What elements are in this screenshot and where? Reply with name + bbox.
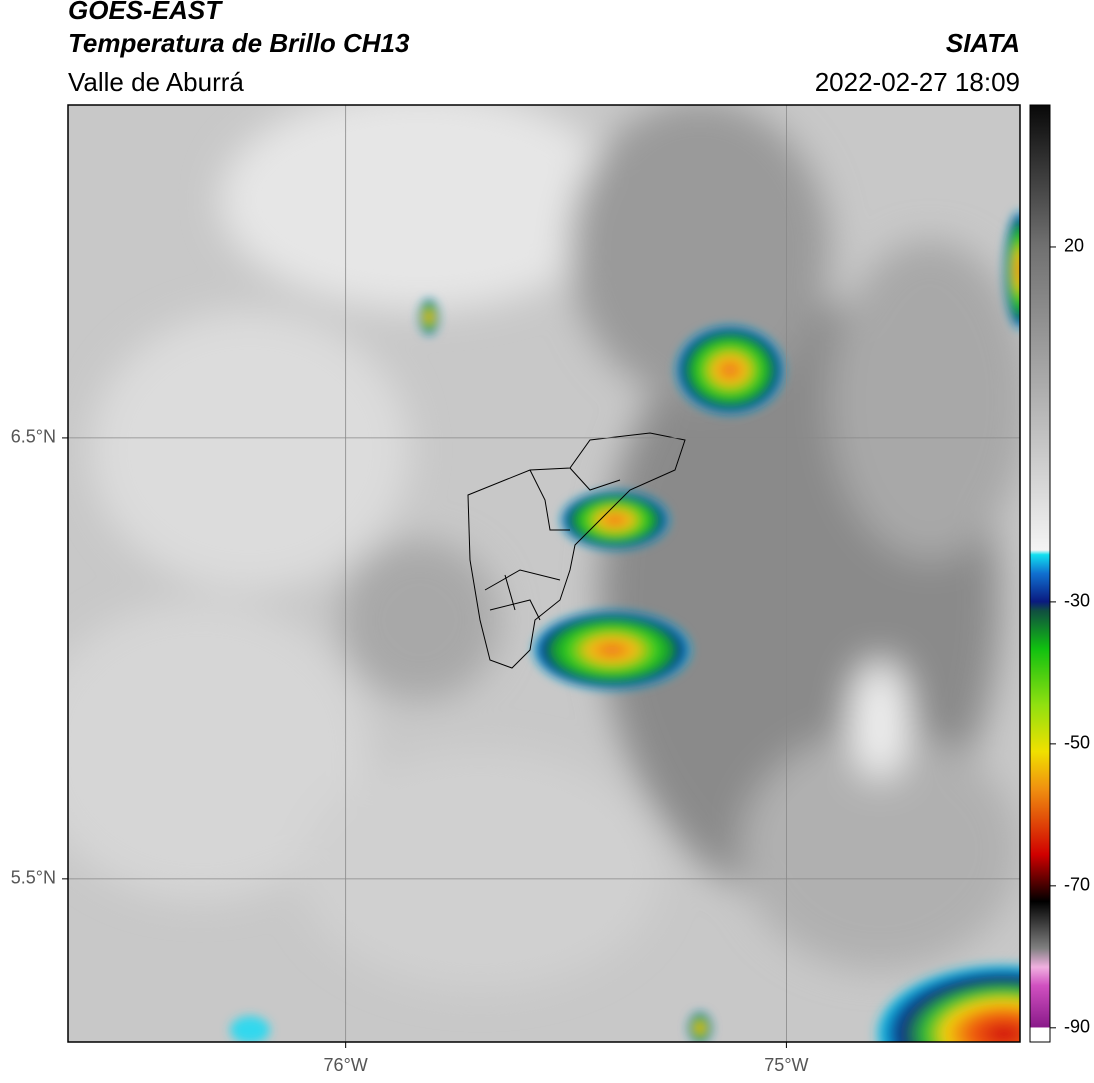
colorbar (1029, 104, 1051, 1043)
satellite-image (68, 105, 1020, 1042)
lon-tick-label: 76°W (324, 1055, 368, 1075)
map-frame (67, 104, 1021, 1043)
colorbar-tick-label: -50 (1064, 733, 1090, 753)
lat-tick-label: 5.5°N (11, 868, 56, 888)
colorbar-ticks: 20 -30 -50 -70 -90 (1050, 236, 1090, 1037)
municipal-boundaries (467, 432, 686, 669)
source: SIATA (946, 28, 1020, 58)
lat-tick-label: 6.5°N (11, 427, 56, 447)
subtitle: Temperatura de Brillo CH13 (68, 28, 410, 58)
colorbar-tick-label: -70 (1064, 875, 1090, 895)
colorbar-tick-label: -30 (1064, 591, 1090, 611)
region: Valle de Aburrá (68, 67, 244, 97)
colorbar-tick-label: 20 (1064, 236, 1084, 256)
colorbar-tick-label: -90 (1064, 1017, 1090, 1037)
title: GOES-EAST (68, 0, 223, 25)
datetime: 2022-02-27 18:09 (815, 67, 1020, 97)
lon-tick-label: 75°W (764, 1055, 808, 1075)
graticule: 76°W 75°W 6.5°N 5.5°N (11, 105, 1020, 1075)
